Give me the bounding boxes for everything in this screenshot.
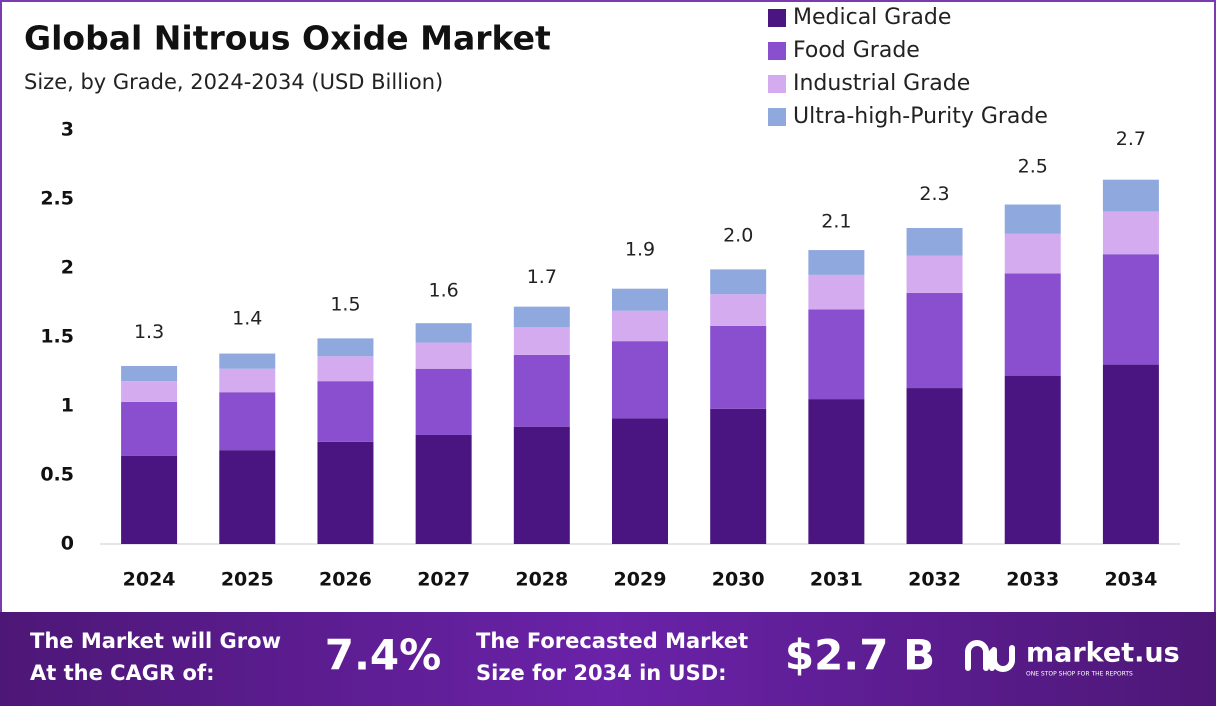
x-tick-label: 2026 (319, 569, 372, 591)
bar-segment (710, 408, 767, 544)
bar-segment (121, 455, 178, 544)
bar-segment (808, 250, 865, 275)
total-label: 1.7 (527, 266, 557, 288)
bar-segment (612, 418, 668, 544)
legend-swatch (768, 42, 786, 60)
bar-segment (710, 269, 767, 295)
total-label: 2.5 (1018, 156, 1048, 178)
bar-segment (1102, 179, 1159, 212)
total-label: 1.6 (429, 280, 459, 302)
bar-segment (121, 365, 178, 382)
bar-segment (121, 381, 178, 402)
footer-text: Size for 2034 in USD: (476, 661, 727, 685)
forecast-value: $2.7 B (785, 631, 935, 680)
footer-text: The Forecasted Market (476, 629, 748, 653)
legend-swatch (768, 9, 786, 27)
tagline: ONE STOP SHOP FOR THE REPORTS (1026, 671, 1133, 678)
bar-segment (415, 323, 472, 343)
bar-segment (906, 388, 963, 544)
chart-subtitle: Size, by Grade, 2024-2034 (USD Billion) (24, 70, 443, 94)
y-tick-label: 0.5 (40, 464, 74, 486)
bar-segment (219, 368, 276, 393)
bar-segment (513, 327, 570, 355)
bar-segment (415, 342, 472, 369)
bar-segment (219, 450, 276, 544)
cagr-value: 7.4% (325, 631, 441, 680)
bar-segment (1102, 211, 1159, 255)
bar-segment (1004, 204, 1061, 234)
bar-segment (121, 401, 178, 456)
bar-segment (513, 306, 570, 328)
x-tick-label: 2029 (614, 569, 667, 591)
legend-swatch (768, 75, 786, 93)
bar-segment (808, 399, 865, 544)
chart-title: Global Nitrous Oxide Market (24, 19, 551, 58)
x-tick-label: 2028 (515, 569, 568, 591)
bar-segment (808, 309, 865, 400)
bar-segment (1004, 233, 1061, 274)
x-tick-label: 2030 (712, 569, 765, 591)
bar-segment (710, 294, 767, 326)
total-label: 1.4 (232, 307, 262, 329)
bar-segment (317, 381, 374, 442)
total-label: 2.7 (1116, 128, 1146, 150)
total-label: 1.9 (625, 238, 655, 260)
total-label: 1.3 (134, 321, 164, 343)
total-label: 2.0 (723, 225, 753, 247)
bar-segment (906, 227, 963, 256)
bar-segment (612, 341, 668, 419)
x-tick-label: 2024 (123, 569, 176, 591)
bar-segment (906, 255, 963, 293)
bar-segment (219, 353, 276, 369)
total-label: 1.5 (330, 294, 360, 316)
legend-label: Industrial Grade (793, 71, 970, 96)
bar-segment (415, 368, 472, 435)
bar-segment (219, 392, 276, 451)
bar-segment (612, 288, 668, 311)
y-tick-label: 1 (61, 395, 74, 417)
bar-segment (1102, 364, 1159, 544)
total-label: 2.3 (919, 183, 949, 205)
brand: market.us (1026, 638, 1180, 669)
bar-segment (906, 292, 963, 389)
footer-text: The Market will Grow (30, 629, 281, 653)
y-tick-label: 1.5 (40, 326, 74, 348)
bar-segment (317, 356, 374, 382)
bar-segment (317, 338, 374, 357)
bar-segment (808, 274, 865, 310)
bar-segment (612, 310, 668, 342)
y-tick-label: 2 (61, 257, 74, 279)
x-tick-label: 2033 (1006, 569, 1059, 591)
legend-label: Ultra-high-Purity Grade (793, 104, 1048, 129)
bar-segment (1004, 375, 1061, 544)
bar-segment (513, 354, 570, 427)
bar-segment (415, 434, 472, 544)
y-tick-label: 2.5 (40, 188, 74, 210)
x-tick-label: 2032 (908, 569, 961, 591)
x-tick-label: 2031 (810, 569, 863, 591)
footer: The Market will Grow At the CAGR of: 7.4… (30, 629, 1180, 685)
legend-swatch (768, 108, 786, 126)
bar-segment (1004, 273, 1061, 376)
bar-segment (513, 426, 570, 544)
bar-segment (317, 441, 374, 544)
brand-logo (965, 640, 1015, 672)
x-tick-label: 2027 (417, 569, 470, 591)
footer-text: At the CAGR of: (30, 661, 215, 685)
legend-label: Medical Grade (793, 5, 951, 30)
y-tick-label: 0 (61, 533, 74, 555)
y-tick-label: 3 (61, 119, 74, 141)
bar-segment (710, 325, 767, 409)
total-label: 2.1 (821, 211, 851, 233)
legend-label: Food Grade (793, 38, 920, 63)
x-tick-label: 2025 (221, 569, 274, 591)
bar-segment (1102, 254, 1159, 365)
x-tick-label: 2034 (1104, 569, 1157, 591)
